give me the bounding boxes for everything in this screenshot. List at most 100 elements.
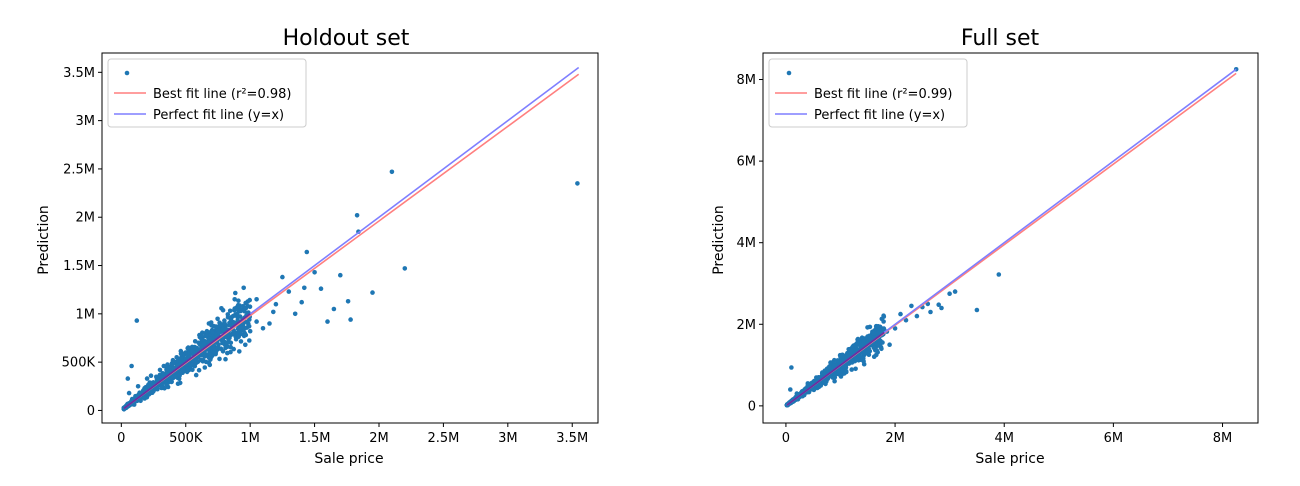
y-tick-label: 4M <box>737 236 757 251</box>
data-point <box>312 270 317 275</box>
legend-box <box>107 58 307 128</box>
data-point <box>345 299 351 304</box>
data-point <box>180 367 186 373</box>
data-point <box>832 375 838 380</box>
data-point <box>202 354 208 359</box>
data-point <box>827 364 832 370</box>
data-point <box>843 362 849 368</box>
data-point <box>236 334 241 340</box>
y-tick-label: 0 <box>87 404 95 419</box>
data-point <box>178 348 184 354</box>
legend-marker-scatter <box>786 70 792 76</box>
data-point <box>880 340 885 345</box>
x-tick-label: 1M <box>240 431 260 446</box>
data-point <box>898 311 903 317</box>
overlap-fit-line <box>123 313 251 410</box>
data-point <box>280 274 285 280</box>
data-point <box>170 361 175 367</box>
x-tick-label: 1.5M <box>299 431 331 446</box>
y-tick-label: 6M <box>737 155 757 170</box>
data-point <box>243 332 249 338</box>
x-tick-label: 2M <box>369 431 389 446</box>
data-point <box>244 325 250 330</box>
data-point <box>828 360 833 365</box>
x-tick-label: 0 <box>117 431 125 446</box>
data-point <box>575 181 580 186</box>
data-point <box>832 378 837 384</box>
data-point <box>844 354 850 360</box>
data-point <box>182 356 187 361</box>
data-point <box>348 317 353 322</box>
data-point <box>370 290 375 295</box>
data-point <box>892 326 898 331</box>
data-point <box>157 367 163 373</box>
data-point <box>254 319 259 324</box>
data-point <box>939 305 944 311</box>
y-axis-label: Prediction <box>711 205 727 275</box>
data-point <box>338 272 343 278</box>
data-point <box>325 319 330 324</box>
x-ticks: 0 500K 1M 1.5M 2M 2.5M 3M 3.5M <box>117 423 588 446</box>
data-point <box>189 362 195 368</box>
overlap-fit-line <box>786 331 885 406</box>
data-point <box>220 326 225 332</box>
data-point <box>835 358 840 363</box>
data-point <box>126 390 132 396</box>
data-point <box>228 340 234 346</box>
y-tick-label: 500K <box>62 356 96 371</box>
data-point <box>936 302 941 308</box>
data-point <box>232 297 237 302</box>
x-ticks: 0 2M 4M 6M 8M <box>782 423 1232 446</box>
data-point <box>849 348 854 354</box>
data-point <box>271 309 276 315</box>
data-point <box>164 367 170 372</box>
data-point <box>292 311 298 317</box>
data-point <box>241 285 246 291</box>
legend-label-best-fit: Best fit line (r²=0.98) <box>153 87 291 102</box>
x-axis-label: Sale price <box>975 451 1044 467</box>
data-point <box>865 325 870 330</box>
data-point <box>789 365 794 370</box>
data-point <box>223 345 228 351</box>
data-point <box>267 321 272 326</box>
data-point <box>231 346 236 352</box>
data-point <box>237 328 243 334</box>
data-point <box>854 356 860 362</box>
data-point <box>224 341 229 347</box>
data-point <box>318 286 324 292</box>
y-tick-label: 2.5M <box>63 162 95 177</box>
data-point <box>233 290 238 296</box>
data-point <box>164 382 169 387</box>
data-point <box>161 363 167 369</box>
data-point <box>199 337 204 342</box>
data-point <box>237 349 242 354</box>
data-point <box>222 318 227 323</box>
data-point <box>225 350 230 356</box>
legend-label-best-fit: Best fit line (r²=0.99) <box>814 87 952 102</box>
data-point <box>175 381 181 387</box>
data-point <box>229 332 235 337</box>
data-point <box>203 359 209 365</box>
x-tick-label: 0 <box>782 431 790 446</box>
y-tick-label: 1.5M <box>63 259 95 274</box>
data-point <box>879 316 885 322</box>
data-point <box>354 213 360 218</box>
best-fit-line <box>123 73 580 410</box>
data-point <box>853 366 858 372</box>
data-point <box>202 365 208 370</box>
data-point <box>215 316 220 322</box>
x-tick-label: 8M <box>1213 431 1233 446</box>
data-point <box>129 363 134 369</box>
data-point <box>881 326 887 331</box>
data-point <box>876 330 881 335</box>
data-point <box>211 350 217 355</box>
data-point <box>867 333 872 339</box>
data-point <box>193 372 199 378</box>
y-tick-label: 3M <box>76 114 96 129</box>
data-point <box>237 314 243 319</box>
fit-lines <box>786 68 1237 406</box>
legend-marker-scatter <box>124 70 130 76</box>
data-point <box>286 289 292 294</box>
x-tick-label: 500K <box>169 431 203 446</box>
